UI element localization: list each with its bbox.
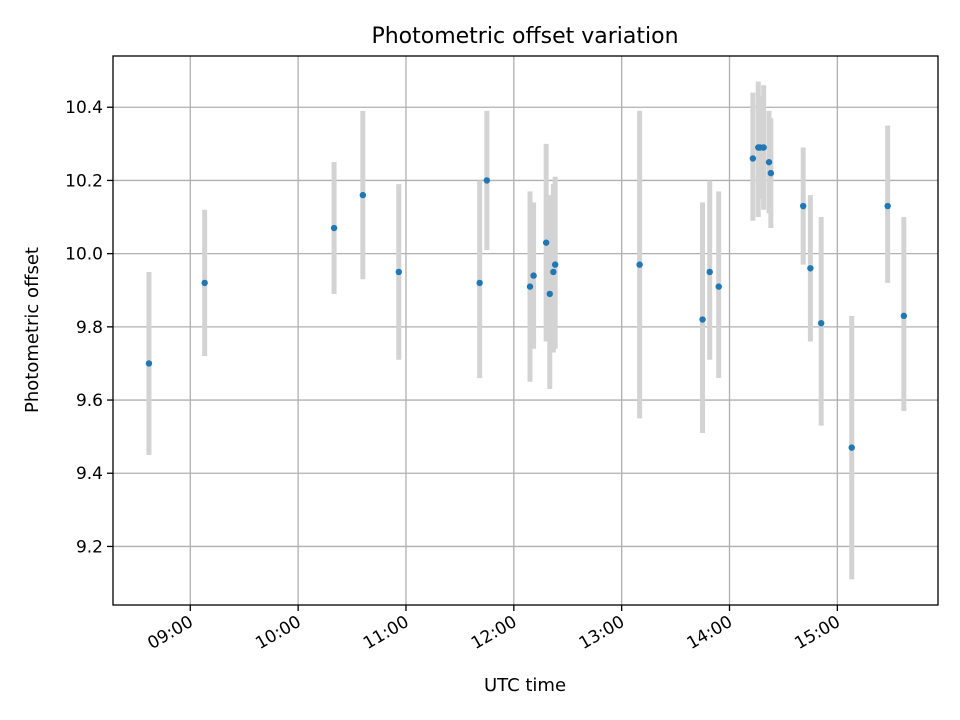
data-point — [749, 155, 757, 162]
data-point — [359, 191, 367, 199]
data-point — [884, 202, 891, 210]
y-tick-label: 10.4 — [65, 98, 103, 118]
data-point — [201, 279, 208, 287]
data-point — [760, 144, 767, 151]
x-tick-label: 10:00 — [252, 612, 304, 654]
data-point — [699, 316, 706, 323]
y-tick-label: 9.8 — [76, 318, 103, 338]
plot-frame — [112, 55, 939, 606]
data-point — [476, 279, 483, 287]
data-point — [807, 265, 814, 272]
x-tick-label: 14:00 — [684, 612, 736, 654]
data-point — [526, 283, 534, 290]
data-point — [483, 177, 491, 184]
chart-title: Photometric offset variation — [371, 24, 678, 49]
data-point — [330, 224, 338, 232]
x-tick-label: 11:00 — [360, 612, 412, 654]
data-point — [767, 169, 775, 177]
x-tick-label: 13:00 — [576, 612, 628, 654]
data-point — [765, 158, 773, 166]
y-axis-label: Photometric offset — [22, 247, 43, 413]
y-tick-label: 9.6 — [76, 391, 103, 411]
data-point — [799, 202, 807, 210]
y-tick-label: 10.2 — [65, 171, 103, 191]
x-tick-label: 09:00 — [144, 612, 196, 654]
x-tick-label: 15:00 — [791, 612, 843, 654]
axis-ticks: 09:00 10:00 11:00 12:00 13:00 14:00 15:00 9.2 9.… — [65, 98, 844, 654]
data-points — [145, 144, 908, 451]
data-point — [145, 360, 153, 367]
data-point — [550, 268, 557, 276]
data-point — [395, 268, 402, 276]
data-point — [848, 444, 855, 451]
data-point — [530, 272, 537, 279]
data-point — [542, 239, 550, 246]
data-point — [546, 290, 553, 298]
y-tick-label: 10.0 — [65, 245, 103, 265]
data-point — [706, 268, 713, 276]
x-axis-label: UTC time — [484, 675, 566, 696]
data-point — [636, 261, 643, 268]
data-point — [715, 283, 722, 290]
data-point — [551, 261, 559, 268]
grid-lines — [113, 56, 938, 605]
y-tick-label: 9.2 — [76, 537, 103, 557]
error-bars — [146, 81, 907, 580]
data-point — [900, 312, 908, 320]
y-tick-label: 9.4 — [76, 464, 103, 484]
data-point — [817, 319, 825, 327]
x-tick-label: 12:00 — [468, 612, 520, 654]
